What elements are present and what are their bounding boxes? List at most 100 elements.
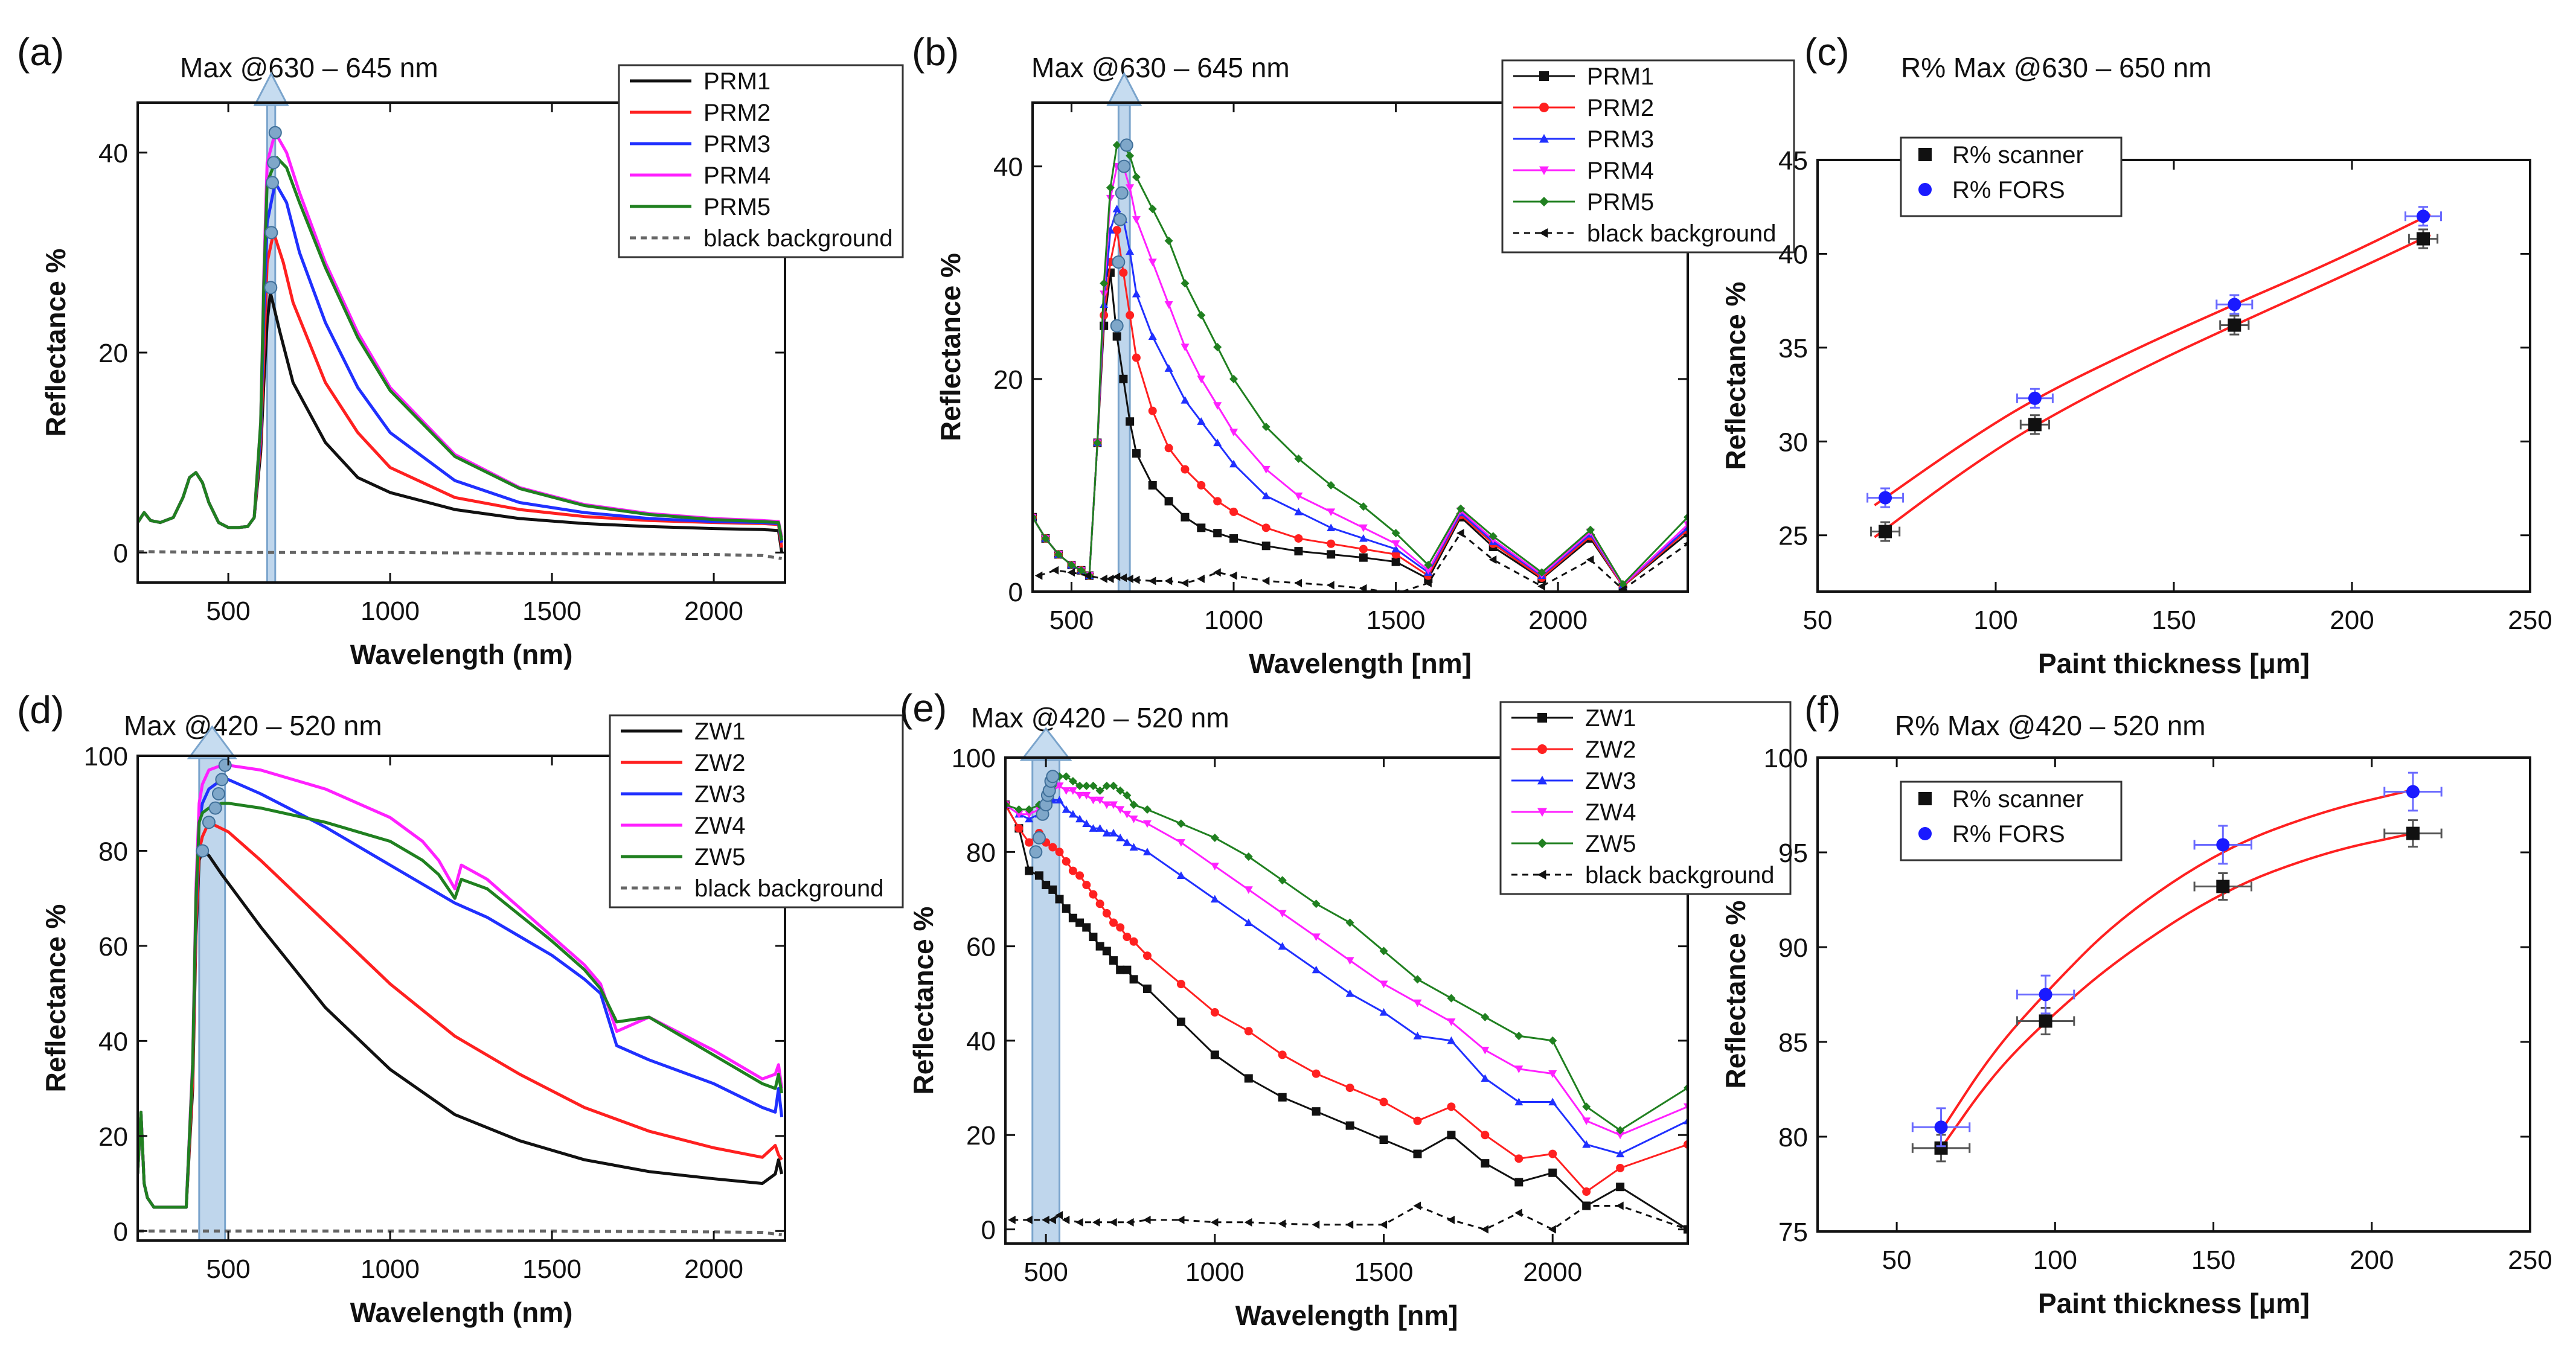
y-tick-label: 80 xyxy=(98,837,128,866)
data-point xyxy=(1616,1131,1625,1140)
data-point xyxy=(1102,801,1111,810)
data-point xyxy=(1126,1218,1134,1227)
peak-marker xyxy=(1120,138,1133,152)
x-tick-label: 250 xyxy=(2508,605,2552,635)
peak-marker xyxy=(196,844,210,858)
data-point xyxy=(1164,364,1173,372)
data-point xyxy=(1514,1154,1523,1163)
x-tick-label: 1500 xyxy=(1354,1257,1414,1287)
x-axis-label: Wavelength (nm) xyxy=(350,1297,573,1328)
data-point xyxy=(1142,820,1152,828)
data-point xyxy=(1132,216,1141,224)
legend-box xyxy=(1501,59,1795,254)
data-point xyxy=(1413,999,1422,1008)
data-point xyxy=(1447,994,1456,1003)
data-point xyxy=(1327,550,1336,559)
data-point xyxy=(1062,904,1071,913)
y-tick-label: 100 xyxy=(84,742,128,771)
data-point xyxy=(1244,918,1253,927)
data-point xyxy=(1129,937,1138,946)
data-point xyxy=(1116,833,1125,841)
data-point xyxy=(1210,895,1219,903)
x-axis-label: Paint thickness [μm] xyxy=(2038,648,2310,679)
data-point xyxy=(1176,980,1185,989)
data-point xyxy=(1067,568,1075,577)
panel-label: (c) xyxy=(1804,30,1850,74)
data-point xyxy=(2406,826,2420,840)
data-point xyxy=(1123,932,1132,941)
data-point xyxy=(1109,829,1118,837)
data-point xyxy=(1089,890,1098,899)
data-point xyxy=(1413,1201,1421,1210)
data-point xyxy=(1075,918,1085,927)
axes-frame xyxy=(136,755,786,1242)
peak-marker xyxy=(1029,845,1043,859)
series-line-black-background xyxy=(138,1229,782,1237)
data-point xyxy=(1008,1215,1016,1224)
panel-label: (b) xyxy=(912,30,959,74)
y-tick-label: 95 xyxy=(1778,838,1808,868)
legend-label: PRM4 xyxy=(703,162,771,189)
panel-label: (d) xyxy=(17,688,64,732)
data-point xyxy=(1112,141,1121,150)
x-tick-label: 200 xyxy=(2330,605,2374,635)
plot-area xyxy=(1033,103,1688,592)
series-line-prm1 xyxy=(138,291,784,553)
legend-label: PRM1 xyxy=(703,68,771,95)
legend-label: R% scanner xyxy=(1952,142,2084,168)
data-point xyxy=(1379,1220,1388,1229)
data-point xyxy=(1116,786,1125,795)
data-point xyxy=(1537,568,1546,577)
data-point xyxy=(1132,449,1141,458)
data-point xyxy=(1176,1215,1185,1224)
data-point xyxy=(1244,852,1253,861)
panel-b: (b) Max @630 – 645 nm 500 1000 1500 2000 0 20 40… xyxy=(912,30,1795,679)
data-point xyxy=(1109,801,1118,810)
data-point xyxy=(1055,1211,1063,1220)
data-point xyxy=(1062,805,1071,813)
y-tick-label: 0 xyxy=(1008,578,1023,607)
data-point xyxy=(1548,1070,1557,1078)
data-point xyxy=(1456,504,1466,513)
data-point xyxy=(1119,374,1128,383)
peak-marker xyxy=(1046,770,1060,784)
data-point xyxy=(1391,540,1400,548)
data-point xyxy=(1261,576,1270,586)
data-point xyxy=(1488,555,1497,564)
data-point xyxy=(1934,1141,1948,1155)
data-point xyxy=(1312,899,1321,909)
data-point xyxy=(1514,1032,1523,1041)
legend-marker xyxy=(1537,838,1547,848)
x-tick-label: 2000 xyxy=(1528,605,1588,635)
data-point xyxy=(1481,1046,1490,1055)
legend-marker xyxy=(1539,103,1549,112)
data-point xyxy=(1197,311,1206,320)
data-point xyxy=(1014,824,1024,833)
data-point xyxy=(1055,848,1064,857)
peak-marker xyxy=(1113,212,1127,226)
data-point xyxy=(1042,1215,1049,1224)
legend-label: PRM5 xyxy=(703,194,771,220)
data-point xyxy=(1582,1117,1591,1125)
data-point xyxy=(1176,839,1185,847)
y-tick-label: 0 xyxy=(114,1217,128,1247)
data-point xyxy=(1294,534,1303,543)
y-tick-label: 60 xyxy=(98,932,128,962)
x-tick-label: 500 xyxy=(1024,1257,1068,1287)
data-point xyxy=(1278,942,1287,950)
y-tick-label: 20 xyxy=(98,339,128,368)
legend-label: black background xyxy=(694,875,884,902)
legend-label: ZW5 xyxy=(694,844,745,870)
panel-f: (f) R% Max @420 – 520 nm 50 100 150 200 250 75 8… xyxy=(1720,688,2552,1319)
data-point xyxy=(1424,567,1433,575)
y-tick-label: 40 xyxy=(993,153,1023,182)
y-tick-label: 80 xyxy=(966,838,996,867)
legend: ZW1 ZW2 ZW3 ZW4 ZW5 black background xyxy=(609,714,904,909)
x-tick-label: 200 xyxy=(2350,1245,2394,1275)
data-point xyxy=(1213,497,1222,506)
data-point xyxy=(1197,481,1206,490)
y-tick-label: 100 xyxy=(1764,744,1808,773)
data-point xyxy=(1879,491,1892,505)
legend-label: ZW3 xyxy=(1585,768,1636,794)
data-point xyxy=(1359,544,1368,554)
